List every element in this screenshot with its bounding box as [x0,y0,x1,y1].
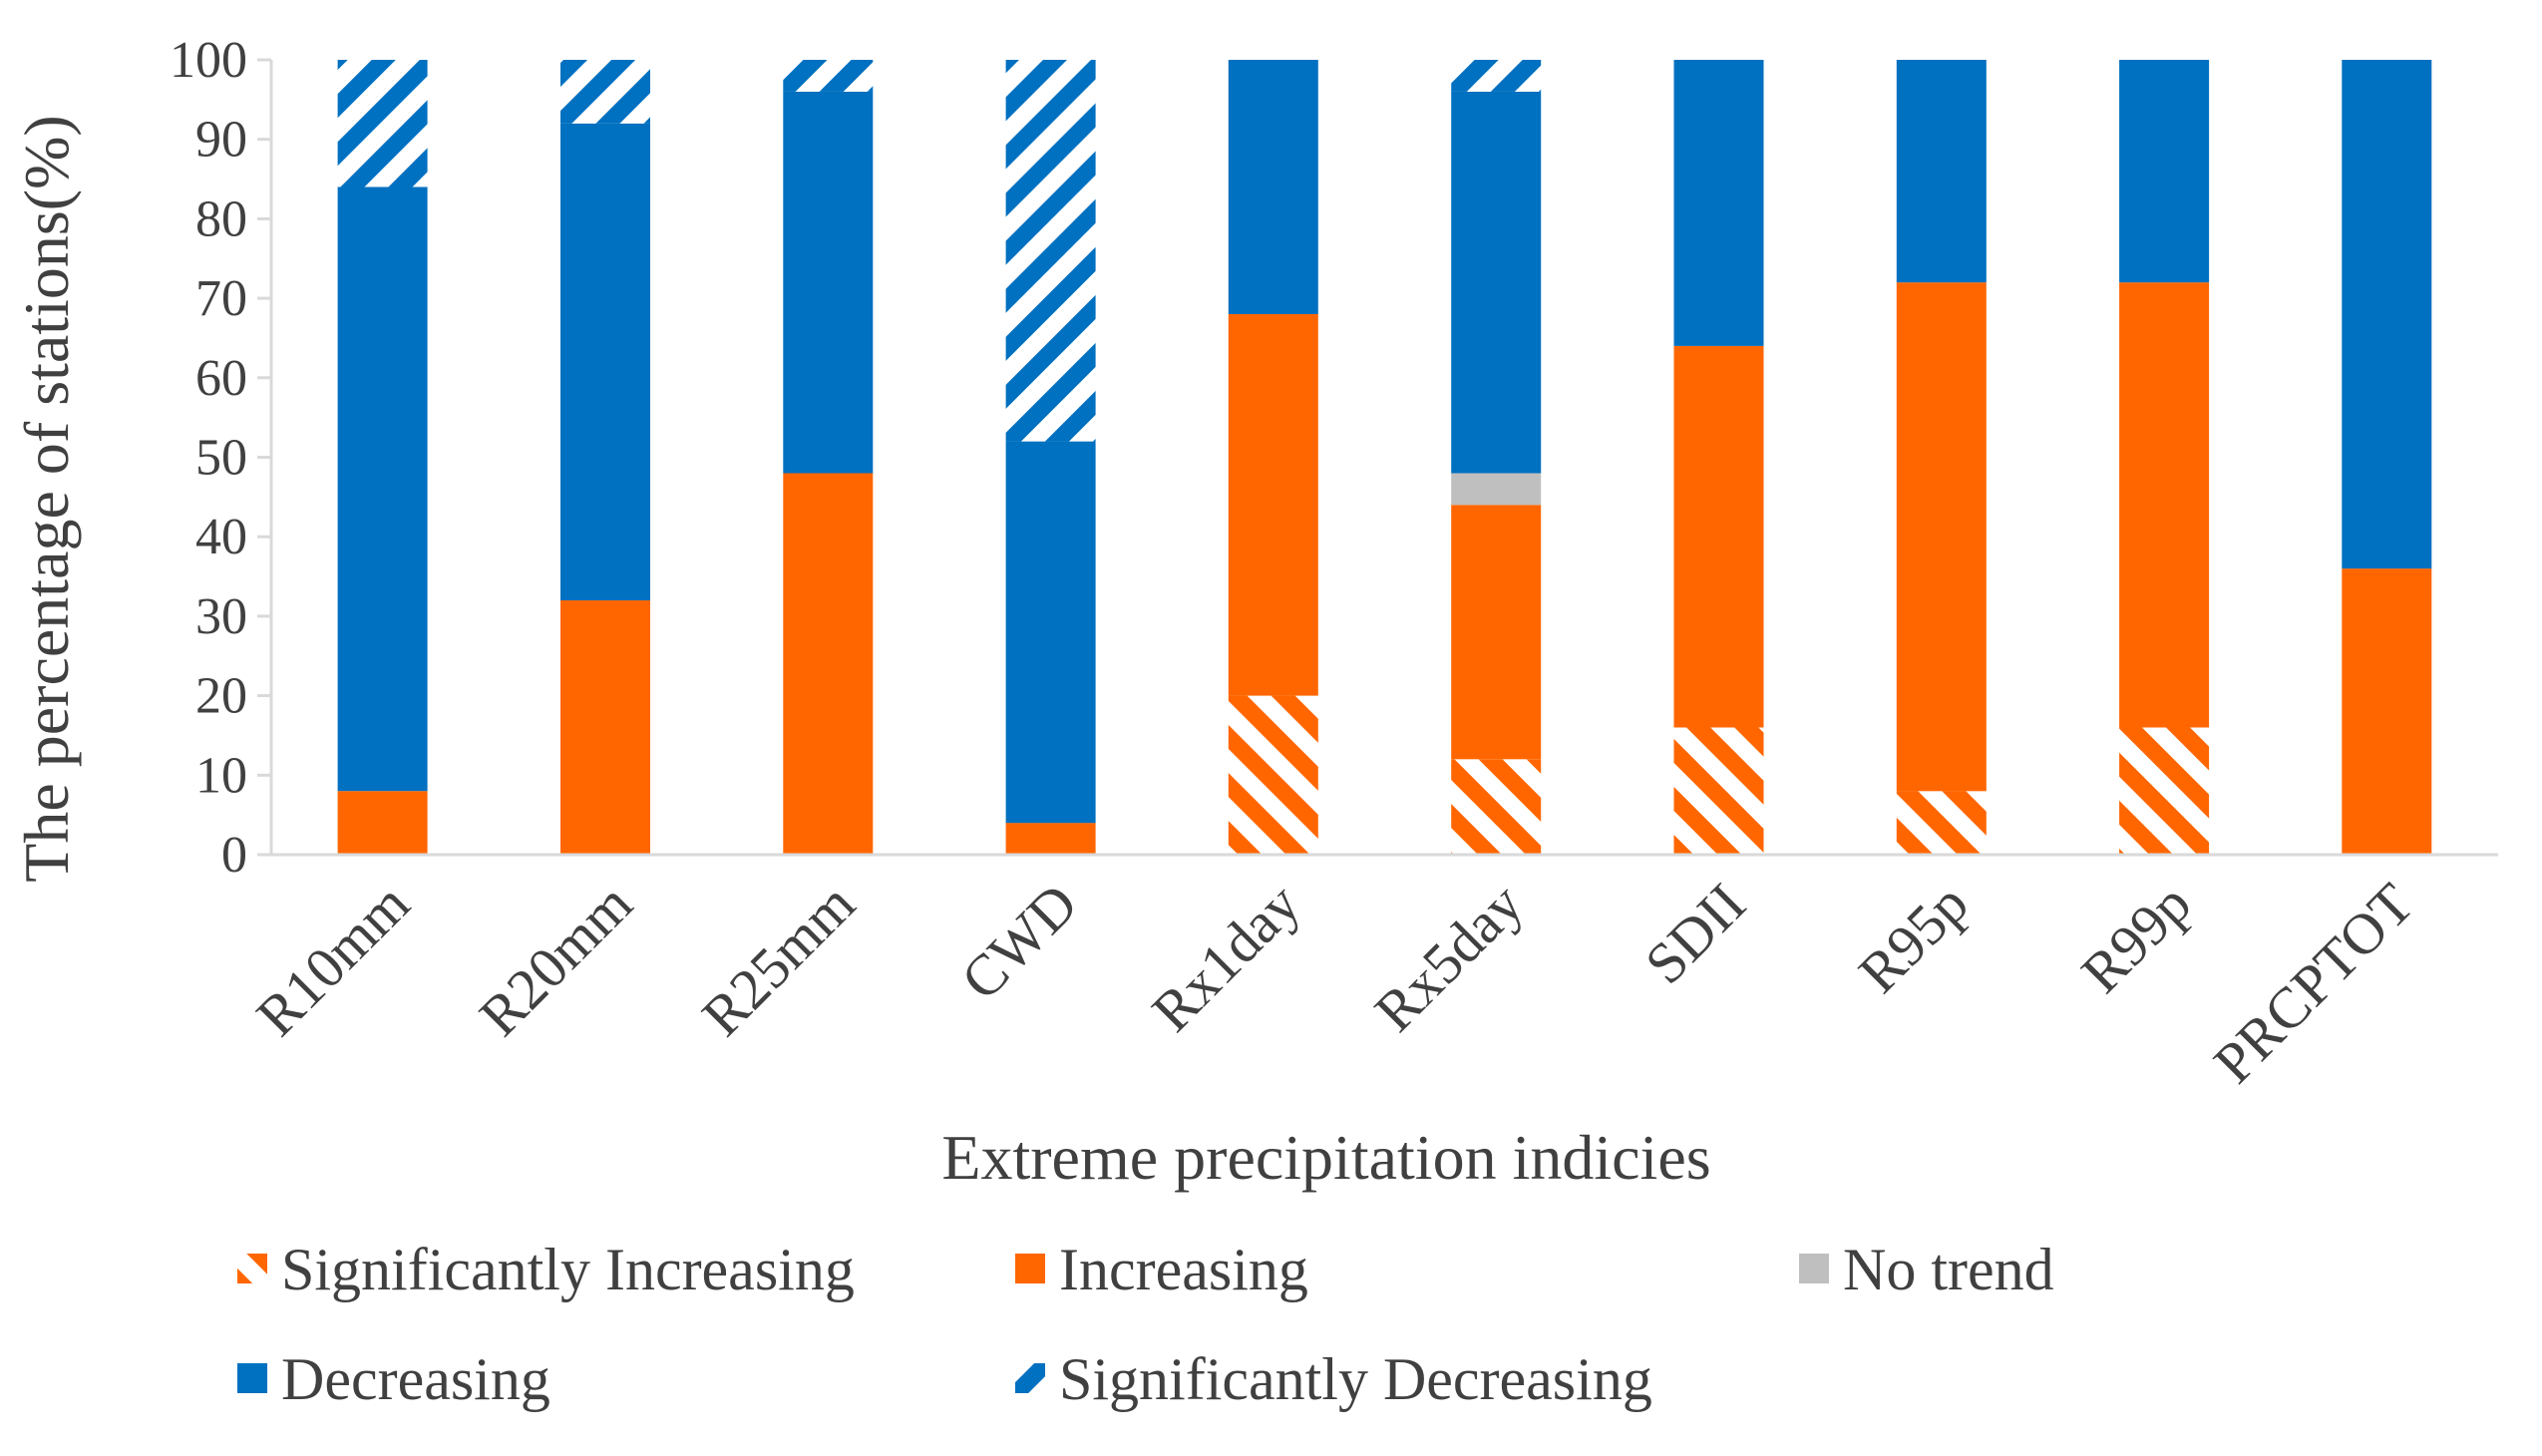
y-tick-label: 30 [195,588,247,645]
y-tick-label: 100 [170,32,247,89]
legend-swatch-no_trend [1799,1254,1829,1283]
bar-sig_increasing-r99p [2119,727,2210,855]
legend-label-sig_increasing: Significantly Increasing [281,1237,855,1302]
y-tick-label: 0 [221,827,247,884]
y-tick-label: 80 [195,190,247,247]
y-tick-label: 20 [195,668,247,725]
bar-sig_decreasing-r10mm [337,60,428,187]
bar-decreasing-rx1day [1228,60,1318,314]
bar-sig_increasing-sdii [1673,727,1764,855]
bar-increasing-r99p [2119,282,2210,728]
bar-decreasing-sdii [1673,60,1764,346]
bar-increasing-rx5day [1451,505,1542,760]
bar-sig_decreasing-r25mm [783,60,874,92]
legend-label-increasing: Increasing [1059,1237,1308,1302]
legend-swatch-increasing [1015,1254,1045,1283]
x-category-label: R25mm [689,871,867,1048]
x-category-label: PRCPTOT [2201,871,2425,1095]
bar-sig_increasing-r95p [1896,791,1987,855]
bar-increasing-prcptot [2342,568,2432,855]
y-tick-label: 70 [195,270,247,327]
x-axis-categories: R10mm R20mm R25mm CWD Rx1day Rx5day SDII R95p R9… [244,871,2426,1095]
bar-sig_decreasing-rx5day [1451,60,1542,92]
plot-area [269,60,2498,857]
bar-decreasing-r95p [1896,60,1987,283]
bar-increasing-sdii [1673,345,1764,728]
bar-sig_decreasing-cwd [1005,60,1096,442]
bar-decreasing-cwd [1005,441,1096,824]
x-axis-title: Extreme precipitation indicies [941,1122,1710,1193]
legend-label-sig_decreasing: Significantly Decreasing [1059,1346,1652,1412]
legend: Significantly Increasing Increasing No tre… [237,1237,2054,1412]
bar-decreasing-r99p [2119,60,2210,283]
bar-decreasing-r20mm [560,123,650,601]
bar-no_trend-rx5day [1451,473,1542,506]
bar-increasing-rx1day [1228,314,1318,696]
x-category-label: SDII [1633,871,1758,996]
bar-sig_decreasing-r20mm [560,60,650,124]
bar-decreasing-r25mm [783,91,874,474]
y-axis-ticks: 0 10 20 30 40 50 60 70 80 90 100 [170,32,271,884]
y-tick-label: 40 [195,509,247,565]
y-axis-title: The percentage of stations(%) [11,115,82,882]
y-tick-label: 50 [195,430,247,487]
bar-sig_increasing-rx5day [1451,759,1542,855]
legend-swatch-sig_decreasing [1015,1363,1045,1393]
x-category-label: CWD [948,871,1090,1012]
y-tick-label: 60 [195,350,247,407]
x-category-label: Rx5day [1362,871,1536,1044]
bar-increasing-r10mm [337,791,428,855]
bar-decreasing-rx5day [1451,91,1542,474]
x-category-label: R10mm [244,871,422,1048]
x-category-label: R20mm [467,871,644,1048]
legend-swatch-decreasing [237,1363,267,1393]
bar-increasing-r20mm [560,600,650,855]
bar-increasing-r95p [1896,282,1987,792]
x-category-label: Rx1day [1139,871,1312,1044]
legend-label-no_trend: No trend [1843,1237,2054,1302]
bar-decreasing-prcptot [2342,60,2432,569]
legend-label-decreasing: Decreasing [281,1346,550,1412]
bar-increasing-r25mm [783,473,874,855]
bar-decreasing-r10mm [337,186,428,792]
x-category-label: R95p [1846,871,1981,1005]
y-tick-label: 10 [195,747,247,804]
legend-swatch-sig_increasing [237,1254,267,1283]
bar-increasing-cwd [1005,823,1096,855]
y-tick-label: 90 [195,112,247,169]
bar-sig_increasing-rx1day [1228,695,1318,855]
x-category-label: R99p [2068,871,2203,1005]
